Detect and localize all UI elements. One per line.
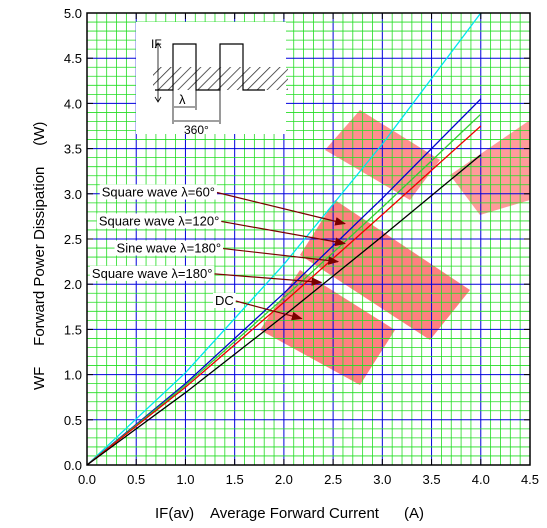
y-tick-label: 4.0 bbox=[64, 96, 82, 111]
x-tick-label: 2.5 bbox=[324, 472, 342, 487]
series-line bbox=[86, 12, 482, 466]
annotation-label: Square wave λ=120° bbox=[99, 213, 219, 228]
series-annotations: Square wave λ=60° Square wave λ=120° Sine … bbox=[89, 184, 346, 321]
annotation-label: DC bbox=[215, 293, 234, 308]
x-tick-labels: 0.0 0.5 1.0 1.5 2.0 2.5 3.0 3.5 4.0 4.5 bbox=[78, 472, 539, 487]
annotation-label: Square wave λ=180° bbox=[92, 266, 212, 281]
x-tick-label: 1.5 bbox=[226, 472, 244, 487]
series-lines bbox=[86, 12, 482, 466]
y-tick-label: 1.0 bbox=[64, 368, 82, 383]
inset-lambda-label: λ bbox=[179, 92, 186, 107]
annotation-arrow bbox=[221, 220, 346, 247]
inset-period-label: 360° bbox=[184, 123, 209, 137]
y-tick-label: 2.5 bbox=[64, 232, 82, 247]
y-tick-label: 5.0 bbox=[64, 6, 82, 21]
annotation-arrow bbox=[235, 300, 303, 321]
series-line bbox=[86, 98, 482, 466]
x-tick-label: 1.0 bbox=[176, 472, 194, 487]
annotation-background bbox=[89, 265, 215, 281]
series-line bbox=[86, 125, 482, 466]
inset-if-label: IF bbox=[151, 37, 162, 51]
x-tick-label: 4.5 bbox=[521, 472, 539, 487]
x-tick-label: 0.0 bbox=[78, 472, 96, 487]
axis-ticks bbox=[87, 13, 530, 465]
x-tick-label: 4.0 bbox=[472, 472, 490, 487]
y-tick-label: 0.5 bbox=[64, 413, 82, 428]
y-tick-label: 2.0 bbox=[64, 277, 82, 292]
annotation-label: Square wave λ=60° bbox=[102, 185, 215, 200]
y-tick-label: 1.5 bbox=[64, 322, 82, 337]
annotation-background bbox=[114, 240, 224, 256]
y-tick-label: 0.0 bbox=[64, 458, 82, 473]
y-tick-label: 4.5 bbox=[64, 51, 82, 66]
y-tick-labels: 0.0 0.5 1.0 1.5 2.0 2.5 3.0 3.5 4.0 4.5 5.0 bbox=[64, 6, 82, 473]
y-tick-label: 3.0 bbox=[64, 187, 82, 202]
annotation-label: Sine wave λ=180° bbox=[117, 241, 222, 256]
annotation-background bbox=[99, 184, 218, 200]
y-axis-label: WF Forward Power Dissipation (W) bbox=[31, 122, 48, 390]
x-axis-label: IF(av) Average Forward Current (A) bbox=[155, 505, 424, 522]
series-line bbox=[86, 113, 482, 466]
annotation-arrow bbox=[216, 191, 346, 226]
annotation-background bbox=[96, 213, 222, 229]
inset-square-wave bbox=[155, 43, 265, 91]
x-tick-label: 3.0 bbox=[373, 472, 391, 487]
annotation-arrow bbox=[223, 247, 340, 265]
annotation-background bbox=[212, 292, 236, 308]
y-tick-label: 3.5 bbox=[64, 142, 82, 157]
x-tick-label: 2.0 bbox=[275, 472, 293, 487]
x-tick-label: 0.5 bbox=[127, 472, 145, 487]
waveform-inset: IF λ 360° bbox=[136, 22, 288, 137]
series-line bbox=[86, 154, 482, 466]
annotation-arrow bbox=[214, 273, 323, 286]
x-tick-label: 3.5 bbox=[423, 472, 441, 487]
